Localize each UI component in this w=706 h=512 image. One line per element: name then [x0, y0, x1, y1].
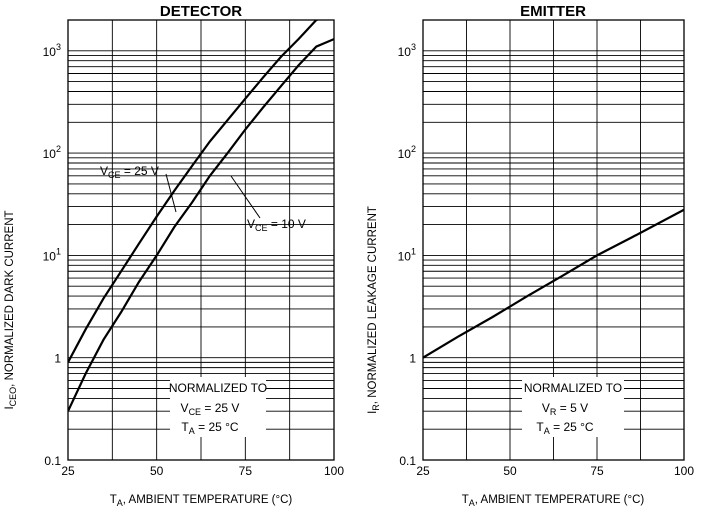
- annotation-leader-line: [230, 175, 261, 219]
- series-line-0: [68, 20, 320, 363]
- y-tick-label: 0.1: [399, 454, 416, 468]
- normalization-note: NORMALIZED TO VR = 5 V TA = 25 °C: [522, 377, 624, 437]
- y-tick-label: 1: [409, 352, 416, 366]
- plot-frame: [67, 19, 335, 461]
- x-tick-label: 75: [239, 464, 253, 478]
- y-tick-label: 101: [398, 246, 416, 263]
- annotation-label: VCE = 25 V: [100, 164, 159, 180]
- detector-panel: DETECTOR VCE = 25 V VCE = 10 V NORMALIZE…: [4, 3, 344, 508]
- x-tick-label: 100: [324, 464, 344, 478]
- chart-title: EMITTER: [520, 3, 586, 20]
- y-tick-label: 1: [54, 352, 61, 366]
- note-line: VCE = 25 V: [181, 401, 240, 417]
- note-line: NORMALIZED TO: [169, 381, 267, 395]
- y-axis-label: IR, NORMALIZED LEAKAGE CURRENT: [367, 206, 381, 414]
- emitter-panel: EMITTER NORMALIZED TO VR = 5 V TA = 25 °…: [367, 3, 694, 508]
- y-tick-label: 102: [398, 144, 416, 161]
- x-axis-label: TA, AMBIENT TEMPERATURE (°C): [110, 494, 293, 508]
- note-line: NORMALIZED TO: [524, 381, 622, 395]
- annotation-vce-10: VCE = 10 V: [230, 175, 306, 233]
- grid: [423, 19, 684, 460]
- y-tick-label: 101: [43, 246, 61, 263]
- note-background: [522, 377, 624, 437]
- x-tick-label: 100: [674, 464, 694, 478]
- note-background: [170, 377, 266, 437]
- note-line: TA = 25 °C: [536, 420, 594, 436]
- normalization-note: NORMALIZED TO VCE = 25 V TA = 25 °C: [169, 377, 267, 437]
- annotation-leader-line: [165, 173, 177, 213]
- series-group: [423, 208, 684, 359]
- chart-title: DETECTOR: [160, 3, 242, 20]
- y-tick-label: 103: [398, 42, 416, 59]
- series-line-1: [68, 38, 334, 412]
- y-tick-label: 0.1: [44, 454, 61, 468]
- x-tick-label: 25: [61, 464, 75, 478]
- x-tick-label: 50: [503, 464, 517, 478]
- y-axis-label: ICEO, NORMALIZED DARK CURRENT: [4, 210, 18, 409]
- x-tick-label: 75: [590, 464, 604, 478]
- y-tick-label: 103: [43, 42, 61, 59]
- tick-labels: 25 50 75 100 0.1 1 101 102 103: [43, 42, 345, 478]
- annotation-vce-25: VCE = 25 V: [100, 164, 177, 213]
- y-tick-label: 102: [43, 144, 61, 161]
- x-axis-label: TA, AMBIENT TEMPERATURE (°C): [462, 494, 645, 508]
- x-tick-label: 50: [150, 464, 164, 478]
- series-line-0: [423, 208, 684, 359]
- plot-frame: [422, 19, 685, 461]
- grid: [68, 19, 334, 460]
- tick-labels: 25 50 75 100 0.1 1 101 102 103: [398, 42, 695, 478]
- note-line: VR = 5 V: [542, 401, 588, 417]
- x-tick-label: 25: [416, 464, 430, 478]
- note-line: TA = 25 °C: [181, 420, 239, 436]
- series-group: [68, 20, 334, 412]
- annotation-label: VCE = 10 V: [247, 217, 306, 233]
